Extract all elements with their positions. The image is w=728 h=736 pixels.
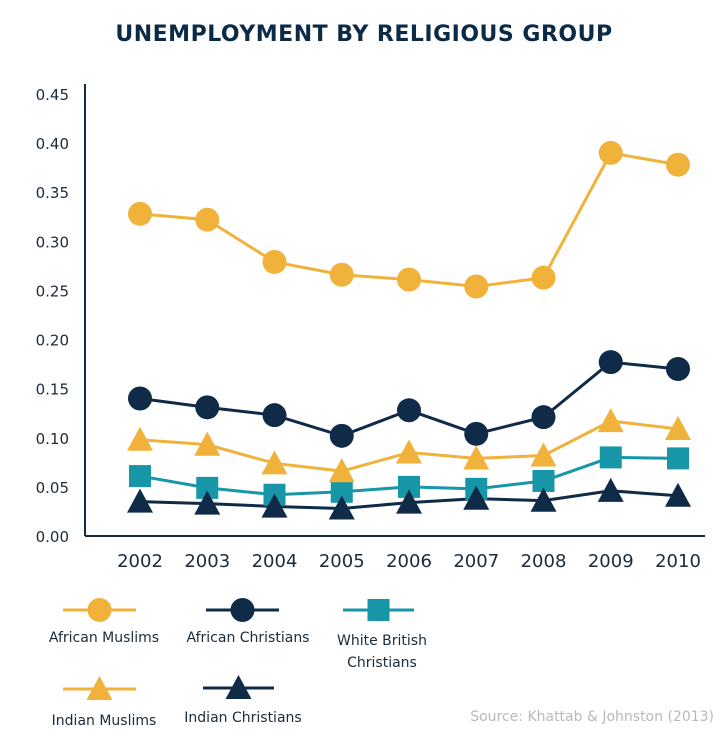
source-note: Source: Khattab & Johnston (2013) (470, 709, 714, 725)
data-point-marker (396, 489, 422, 514)
legend-marker (230, 598, 255, 622)
data-point-marker (194, 431, 221, 456)
data-point-marker (666, 152, 690, 177)
data-point-marker (397, 267, 421, 292)
x-tick-label: 2005 (319, 551, 365, 572)
y-tick-label: 0.10 (36, 430, 69, 448)
data-point-marker (532, 469, 555, 492)
legend-marker (225, 675, 252, 700)
y-tick-label: 0.15 (36, 381, 69, 399)
data-point-marker (665, 415, 691, 440)
x-tick-label: 2006 (386, 551, 432, 572)
series-line (139, 151, 679, 289)
data-point-marker (128, 201, 152, 226)
data-point-marker (464, 274, 489, 299)
data-point-marker (597, 477, 624, 502)
legend-label-african-christians: African Christians (186, 630, 310, 646)
data-point-marker (261, 493, 288, 518)
y-tick-label: 0.35 (36, 184, 69, 202)
chart-axes: 0.00 0.05 0.10 0.15 0.20 0.25 0.30 0.35 0.40 0.45… (36, 84, 705, 572)
data-point-marker (261, 450, 288, 475)
data-point-marker (195, 207, 220, 232)
data-point-marker (530, 442, 557, 467)
chart-title: UNEMPLOYMENT BY RELIGIOUS GROUP (115, 22, 613, 47)
data-point-marker (599, 446, 622, 469)
x-tick-label: 2008 (521, 551, 567, 572)
data-point-marker (666, 357, 690, 382)
y-tick-label: 0.00 (36, 528, 69, 546)
data-point-marker (598, 140, 623, 165)
data-point-marker (330, 480, 353, 503)
legend-marks (63, 598, 414, 701)
data-point-marker (530, 487, 557, 512)
x-tick-label: 2002 (117, 551, 163, 572)
x-tick-label: 2003 (184, 551, 230, 572)
data-point-marker (531, 405, 556, 430)
data-point-marker (597, 408, 624, 433)
series-markers (127, 140, 691, 520)
data-point-marker (328, 495, 355, 520)
x-tick-label: 2007 (453, 551, 499, 572)
legend-label-indian-christians: Indian Christians (184, 710, 302, 726)
legend-marker (86, 676, 113, 701)
legend-marker (87, 598, 112, 622)
data-point-marker (127, 488, 153, 513)
x-tick-label: 2009 (588, 551, 634, 572)
y-tick-label: 0.25 (36, 282, 69, 300)
data-point-marker (665, 482, 691, 507)
legend-label-indian-muslims: Indian Muslims (51, 713, 157, 729)
data-point-marker (463, 485, 490, 510)
data-point-marker (463, 445, 490, 470)
y-tick-label: 0.40 (36, 135, 69, 153)
data-point-marker (194, 490, 221, 515)
data-point-marker (531, 265, 556, 290)
data-point-marker (598, 350, 623, 375)
data-point-marker (128, 386, 152, 411)
data-point-marker (262, 403, 287, 428)
data-point-marker (262, 249, 287, 274)
data-point-marker (329, 262, 354, 287)
y-tick-label: 0.05 (36, 479, 69, 497)
x-tick-label: 2010 (655, 551, 701, 572)
data-point-marker (329, 423, 354, 448)
data-point-marker (328, 458, 355, 483)
legend-marker (367, 599, 390, 621)
y-tick-label: 0.45 (36, 86, 69, 104)
y-tick-label: 0.20 (36, 332, 69, 350)
data-point-marker (127, 426, 153, 451)
data-point-marker (195, 395, 220, 420)
legend-label-white-british-christians: White British Christians (337, 633, 427, 671)
data-point-marker (129, 465, 151, 488)
data-point-marker (464, 421, 489, 446)
y-tick-label: 0.30 (36, 233, 69, 251)
data-point-marker (398, 475, 420, 498)
x-tick-label: 2004 (252, 551, 298, 572)
data-point-marker (667, 447, 689, 470)
data-point-marker (396, 439, 422, 464)
legend-label-african-muslims: African Muslims (48, 630, 160, 646)
data-point-marker (397, 398, 421, 423)
data-point-marker (196, 476, 219, 499)
